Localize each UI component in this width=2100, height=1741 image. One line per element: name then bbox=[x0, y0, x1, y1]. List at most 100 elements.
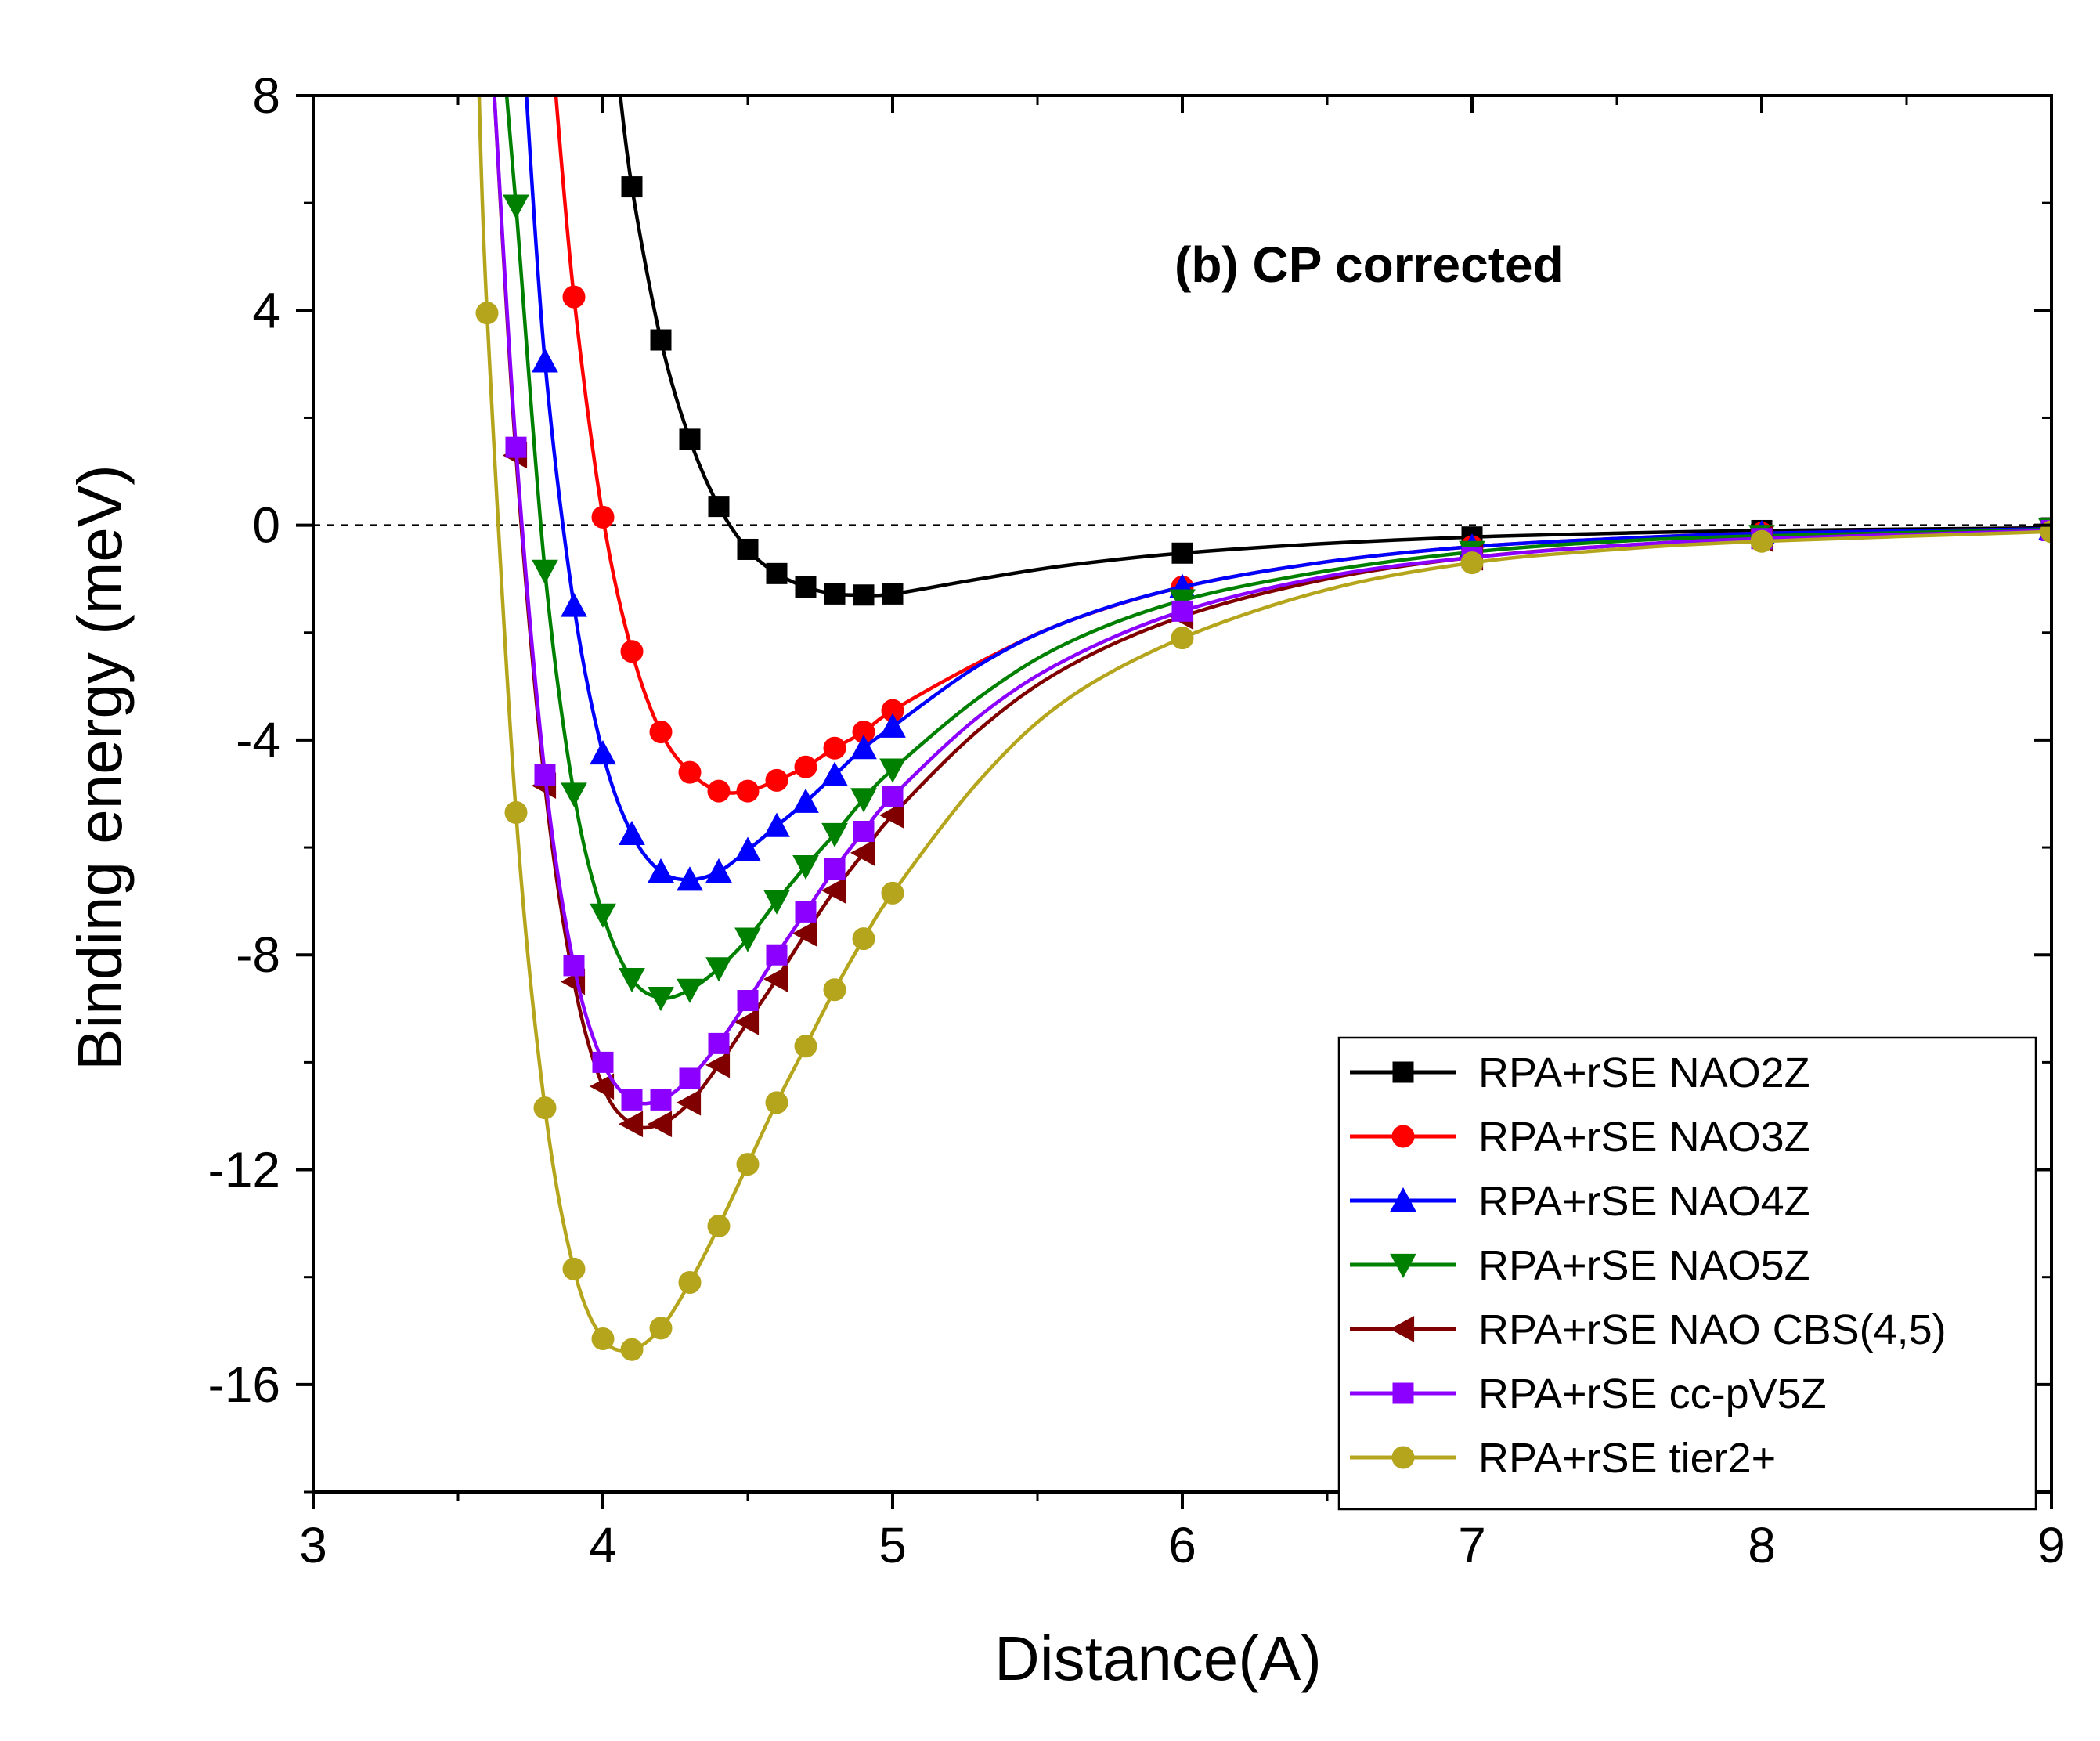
data-point bbox=[763, 966, 788, 992]
data-point bbox=[647, 1111, 673, 1138]
data-point bbox=[650, 1089, 672, 1111]
data-point bbox=[795, 576, 817, 598]
tick-group: 3 4 5 6 7 8 9 8 4 0 -4 -8 -12 -16 bbox=[208, 67, 2066, 1573]
data-point bbox=[850, 788, 877, 813]
x-axis-title: Distance(A) bbox=[994, 1624, 1322, 1693]
data-point bbox=[708, 1032, 730, 1054]
data-point bbox=[619, 820, 645, 846]
legend-item: RPA+rSE NAO4Z bbox=[1350, 1178, 1810, 1225]
data-point bbox=[619, 967, 645, 993]
data-point bbox=[705, 1051, 731, 1078]
legend-marker bbox=[1391, 1446, 1415, 1469]
data-point bbox=[679, 428, 701, 450]
data-point bbox=[881, 881, 904, 905]
data-point bbox=[562, 1257, 586, 1280]
data-point bbox=[1750, 529, 1773, 553]
data-point bbox=[765, 1091, 788, 1114]
data-point bbox=[792, 788, 819, 813]
data-point bbox=[678, 1271, 702, 1295]
data-point bbox=[707, 1215, 731, 1238]
legend-item: RPA+rSE NAO5Z bbox=[1350, 1242, 1810, 1289]
series-1 bbox=[619, 96, 2051, 606]
x-tick-label: 9 bbox=[2037, 1517, 2066, 1573]
data-point bbox=[794, 1035, 817, 1058]
legend-marker bbox=[1392, 1061, 1414, 1083]
data-point bbox=[676, 1089, 702, 1116]
legend-label: RPA+rSE NAO2Z bbox=[1478, 1049, 1810, 1096]
legend-label: RPA+rSE NAO4Z bbox=[1478, 1178, 1810, 1225]
series-line bbox=[619, 96, 2051, 598]
legend-item: RPA+rSE NAO3Z bbox=[1350, 1114, 1810, 1161]
series-line bbox=[525, 96, 2051, 882]
data-point bbox=[677, 978, 703, 1003]
x-tick-label: 8 bbox=[1748, 1517, 1776, 1573]
legend-label: RPA+rSE NAO5Z bbox=[1478, 1242, 1810, 1289]
series-line bbox=[504, 96, 2051, 1000]
data-point bbox=[821, 761, 848, 786]
legend-item: RPA+rSE tier2+ bbox=[1350, 1435, 1776, 1482]
data-point bbox=[795, 901, 817, 923]
data-point bbox=[734, 927, 761, 952]
data-point bbox=[679, 1067, 701, 1089]
y-tick-label: -8 bbox=[236, 926, 280, 983]
data-point bbox=[618, 1111, 644, 1138]
chart-annotation: (b) CP corrected bbox=[1174, 237, 1564, 293]
data-point bbox=[620, 640, 644, 663]
data-point bbox=[853, 584, 875, 606]
data-point bbox=[532, 559, 558, 584]
data-point bbox=[737, 990, 759, 1012]
data-point bbox=[504, 801, 528, 825]
data-point bbox=[562, 285, 586, 309]
data-point bbox=[707, 779, 731, 803]
data-point bbox=[620, 1338, 644, 1361]
y-axis-title: Binding energy (meV) bbox=[65, 464, 135, 1071]
data-point bbox=[621, 1089, 643, 1111]
legend-label: RPA+rSE tier2+ bbox=[1478, 1435, 1776, 1482]
legend-marker bbox=[1392, 1382, 1414, 1404]
legend-marker bbox=[1390, 1253, 1416, 1279]
data-point bbox=[1171, 627, 1194, 650]
data-point bbox=[879, 713, 906, 738]
data-point bbox=[533, 1096, 557, 1120]
legend-item: RPA+rSE cc-pV5Z bbox=[1350, 1371, 1827, 1418]
data-point bbox=[705, 858, 732, 883]
data-point bbox=[736, 779, 760, 803]
data-point bbox=[649, 1317, 673, 1340]
data-point bbox=[850, 735, 877, 760]
data-point bbox=[561, 782, 587, 807]
data-point bbox=[794, 755, 817, 778]
data-point bbox=[850, 840, 875, 866]
x-tick-label: 3 bbox=[299, 1517, 327, 1573]
series-group bbox=[475, 96, 2051, 1361]
x-tick-label: 4 bbox=[589, 1517, 617, 1573]
data-point bbox=[677, 866, 703, 891]
x-tick-label: 6 bbox=[1168, 1517, 1196, 1573]
data-point bbox=[766, 944, 788, 966]
data-point bbox=[1171, 542, 1193, 564]
data-point bbox=[766, 562, 788, 584]
data-point bbox=[589, 1073, 615, 1100]
data-point bbox=[678, 760, 702, 784]
legend-label: RPA+rSE NAO3Z bbox=[1478, 1114, 1810, 1161]
data-point bbox=[824, 583, 846, 605]
data-point bbox=[1460, 551, 1484, 575]
legend-marker bbox=[1391, 1125, 1415, 1148]
data-point bbox=[882, 786, 904, 807]
data-point bbox=[590, 740, 616, 765]
y-tick-label: 4 bbox=[252, 282, 280, 338]
series-7 bbox=[475, 96, 2051, 1361]
legend-box bbox=[1337, 1036, 2037, 1511]
data-point bbox=[563, 955, 585, 977]
y-tick-label: -12 bbox=[208, 1142, 281, 1198]
x-tick-label: 7 bbox=[1458, 1517, 1486, 1573]
data-point bbox=[879, 802, 904, 829]
data-point bbox=[591, 1327, 615, 1351]
legend-marker bbox=[1390, 1187, 1416, 1212]
data-point bbox=[852, 927, 875, 951]
data-point bbox=[534, 764, 556, 786]
data-point bbox=[475, 302, 499, 325]
legend: RPA+rSE NAO2Z RPA+rSE NAO3Z RPA+rSE NAO4Z R… bbox=[1337, 1036, 2037, 1511]
data-point bbox=[649, 721, 673, 744]
data-point bbox=[879, 758, 906, 783]
